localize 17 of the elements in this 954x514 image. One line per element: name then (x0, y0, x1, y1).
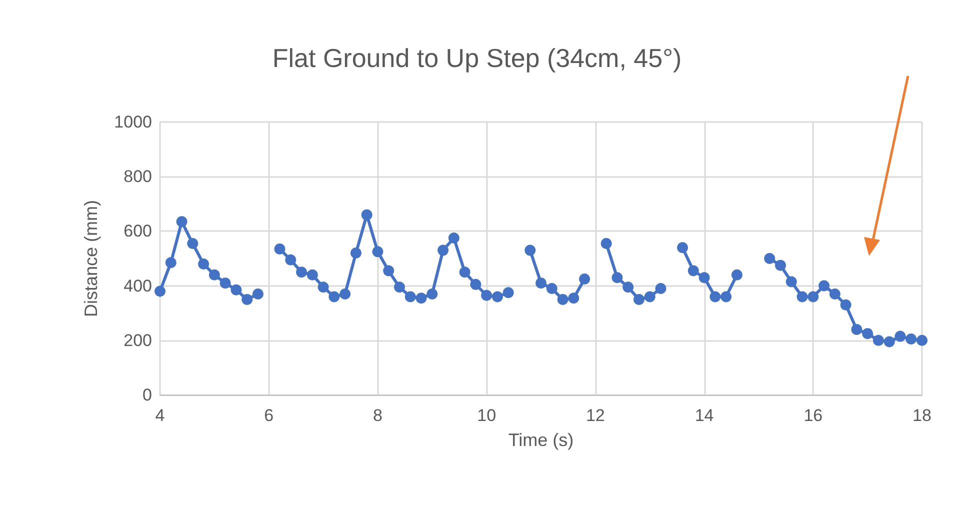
y-axis-title: Distance (mm) (81, 200, 101, 318)
x-tick-label: 18 (912, 406, 932, 425)
y-tick-label: 400 (124, 276, 152, 296)
x-tick-label: 14 (694, 406, 714, 425)
x-axis-title: Time (s) (508, 430, 574, 450)
y-tick-label: 600 (124, 222, 152, 241)
chart-title: Flat Ground to Up Step (34cm, 45°) (272, 43, 682, 73)
x-tick-label: 4 (155, 406, 165, 425)
y-tick-label: 200 (124, 330, 152, 350)
y-tick-label: 800 (124, 167, 152, 186)
x-tick-label: 10 (477, 406, 496, 425)
x-tick-label: 16 (804, 406, 823, 425)
x-tick-label: 6 (264, 406, 274, 425)
y-tick-label: 1000 (114, 112, 152, 132)
x-tick-label: 12 (586, 406, 605, 425)
y-tick-label: 0 (142, 386, 152, 404)
x-tick-label: 8 (372, 406, 382, 425)
